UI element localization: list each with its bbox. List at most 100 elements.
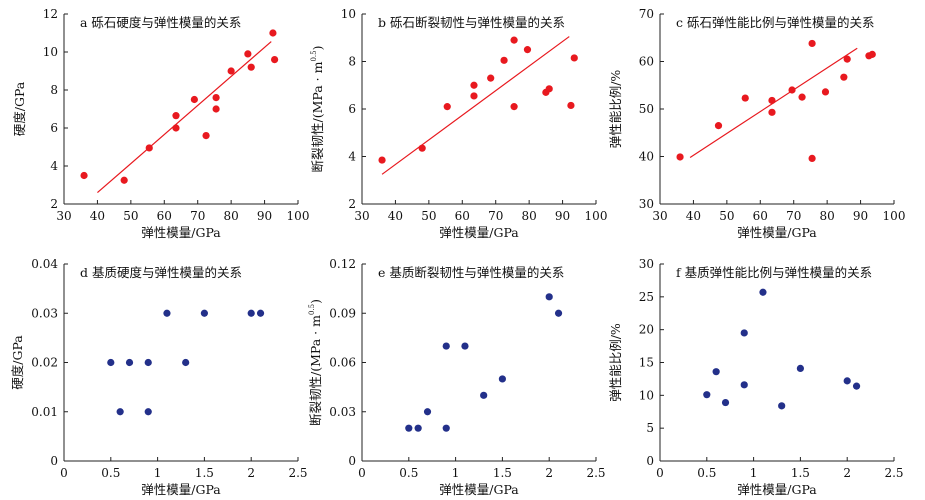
x-tick-label: 40 <box>90 209 105 223</box>
x-axis-title: 弹性模量/GPa <box>141 225 221 240</box>
data-point <box>202 132 210 140</box>
y-axis-title: 弹性能比例/% <box>608 323 623 402</box>
data-point <box>163 309 171 317</box>
data-point <box>442 424 450 432</box>
y-tick-label: 15 <box>639 356 654 370</box>
y-tick-label: 0 <box>348 454 356 468</box>
data-point <box>405 424 413 432</box>
data-point <box>116 408 124 416</box>
x-tick-label: 0.5 <box>697 466 716 480</box>
x-tick-label: 0 <box>358 466 366 480</box>
data-point <box>741 94 749 102</box>
data-point <box>510 36 518 44</box>
data-point <box>523 46 532 54</box>
y-axis-title-text: 硬度/GPa <box>12 81 27 136</box>
data-point <box>414 424 422 432</box>
data-point <box>256 309 265 317</box>
y-tick-label: 8 <box>50 83 58 97</box>
data-point <box>545 293 553 301</box>
data-point <box>808 154 816 162</box>
x-tick-label: 60 <box>455 209 470 223</box>
y-tick-label: 12 <box>43 7 58 21</box>
x-tick-label: 1.5 <box>791 466 810 480</box>
x-tick-label: 2.5 <box>884 466 903 480</box>
data-point <box>840 73 848 81</box>
trend-line <box>381 36 570 175</box>
x-tick-label: 0.5 <box>101 466 120 480</box>
data-point <box>247 63 255 71</box>
y-axis-title-close: ) <box>308 299 323 304</box>
data-point <box>768 96 776 105</box>
y-axis-title-text: 断裂韧性/(MPa · m <box>310 61 325 172</box>
data-point <box>570 54 578 62</box>
y-axis-title: 断裂韧性/(MPa · m0.5) <box>308 299 323 426</box>
y-tick-label: 10 <box>639 388 654 402</box>
data-point <box>821 88 830 96</box>
x-axis-title: 弹性模量/GPa <box>439 225 519 240</box>
data-point <box>868 50 876 58</box>
y-axis-title-text: 弹性能比例/% <box>608 323 623 402</box>
x-tick-label: 100 <box>287 209 310 223</box>
x-tick-label: 40 <box>686 209 701 223</box>
data-point <box>144 408 152 416</box>
x-tick-label: 50 <box>421 209 436 223</box>
y-tick-label: 25 <box>639 290 654 304</box>
data-point <box>798 93 806 101</box>
x-tick-label: 1 <box>750 466 758 480</box>
y-axis-title: 硬度/GPa <box>10 335 25 390</box>
data-point <box>470 81 478 89</box>
y-tick-label: 8 <box>348 55 356 69</box>
y-tick-label: 5 <box>646 421 654 435</box>
data-point <box>778 402 786 410</box>
data-point <box>721 398 730 407</box>
y-tick-label: 6 <box>348 102 356 116</box>
y-tick-label: 30 <box>639 197 654 211</box>
data-point <box>796 364 805 373</box>
data-point <box>676 153 684 161</box>
y-tick-label: 10 <box>43 45 58 59</box>
y-axis-title-close: ) <box>310 46 325 51</box>
x-tick-label: 50 <box>123 209 138 223</box>
y-tick-label: 0.03 <box>329 405 356 419</box>
panel-b: 30 40 50 60 70 80 90 100 2 4 6 8 10 b 砾石断裂韧性与弹性模量的关系弹… <box>310 7 607 240</box>
y-axis-title: 硬度/GPa <box>12 81 27 136</box>
panel-title: a 砾石硬度与弹性模量的关系 <box>80 15 241 30</box>
y-axis-title: 弹性能比例/% <box>608 70 623 149</box>
y-tick-label: 0.04 <box>31 257 58 271</box>
y-tick-label: 60 <box>639 55 654 69</box>
x-tick-label: 1.5 <box>195 466 214 480</box>
data-point <box>247 309 255 317</box>
x-tick-label: 60 <box>157 209 172 223</box>
x-tick-label: 30 <box>652 209 667 223</box>
data-point <box>768 108 776 116</box>
panel-e: 0 0.5 1 1.5 2 2.5 0 0.03 0.06 0.09 0.12 e 基质断裂韧性与弹性… <box>308 257 606 497</box>
x-tick-label: 100 <box>585 209 608 223</box>
y-tick-label: 0.06 <box>329 356 356 370</box>
x-tick-label: 0 <box>60 466 68 480</box>
data-point <box>461 342 469 350</box>
y-axis-title-text: 断裂韧性/(MPa · m <box>308 315 323 426</box>
data-point <box>271 56 279 64</box>
x-tick-label: 1.5 <box>493 466 512 480</box>
x-tick-label: 0.5 <box>399 466 418 480</box>
panel-c: 30 40 50 60 70 80 90 100 30 40 50 60 70 c 砾石弹性能比例与弹性模… <box>608 7 905 240</box>
data-point <box>418 144 426 152</box>
x-tick-label: 30 <box>56 209 71 223</box>
y-axis-title-text: 硬度/GPa <box>10 335 25 390</box>
panel-title: e 基质断裂韧性与弹性模量的关系 <box>378 265 564 280</box>
data-point <box>423 408 432 416</box>
panel-title: b 砾石断裂韧性与弹性模量的关系 <box>378 15 565 30</box>
y-tick-label: 0.01 <box>31 405 58 419</box>
data-point <box>703 391 711 399</box>
x-axis-title: 弹性模量/GPa <box>141 482 221 497</box>
x-tick-label: 70 <box>786 209 801 223</box>
data-point <box>843 377 851 385</box>
data-point <box>107 358 115 367</box>
data-point <box>172 112 180 120</box>
panel-title: c 砾石弹性能比例与弹性模量的关系 <box>676 15 874 30</box>
x-axis-title: 弹性模量/GPa <box>737 482 817 497</box>
x-tick-label: 2 <box>545 466 553 480</box>
y-axis-title-text: 弹性能比例/% <box>608 70 623 149</box>
panel-title: f 基质弹性能比例与弹性模量的关系 <box>676 265 872 280</box>
panel-title: d 基质硬度与弹性模量的关系 <box>80 265 242 280</box>
